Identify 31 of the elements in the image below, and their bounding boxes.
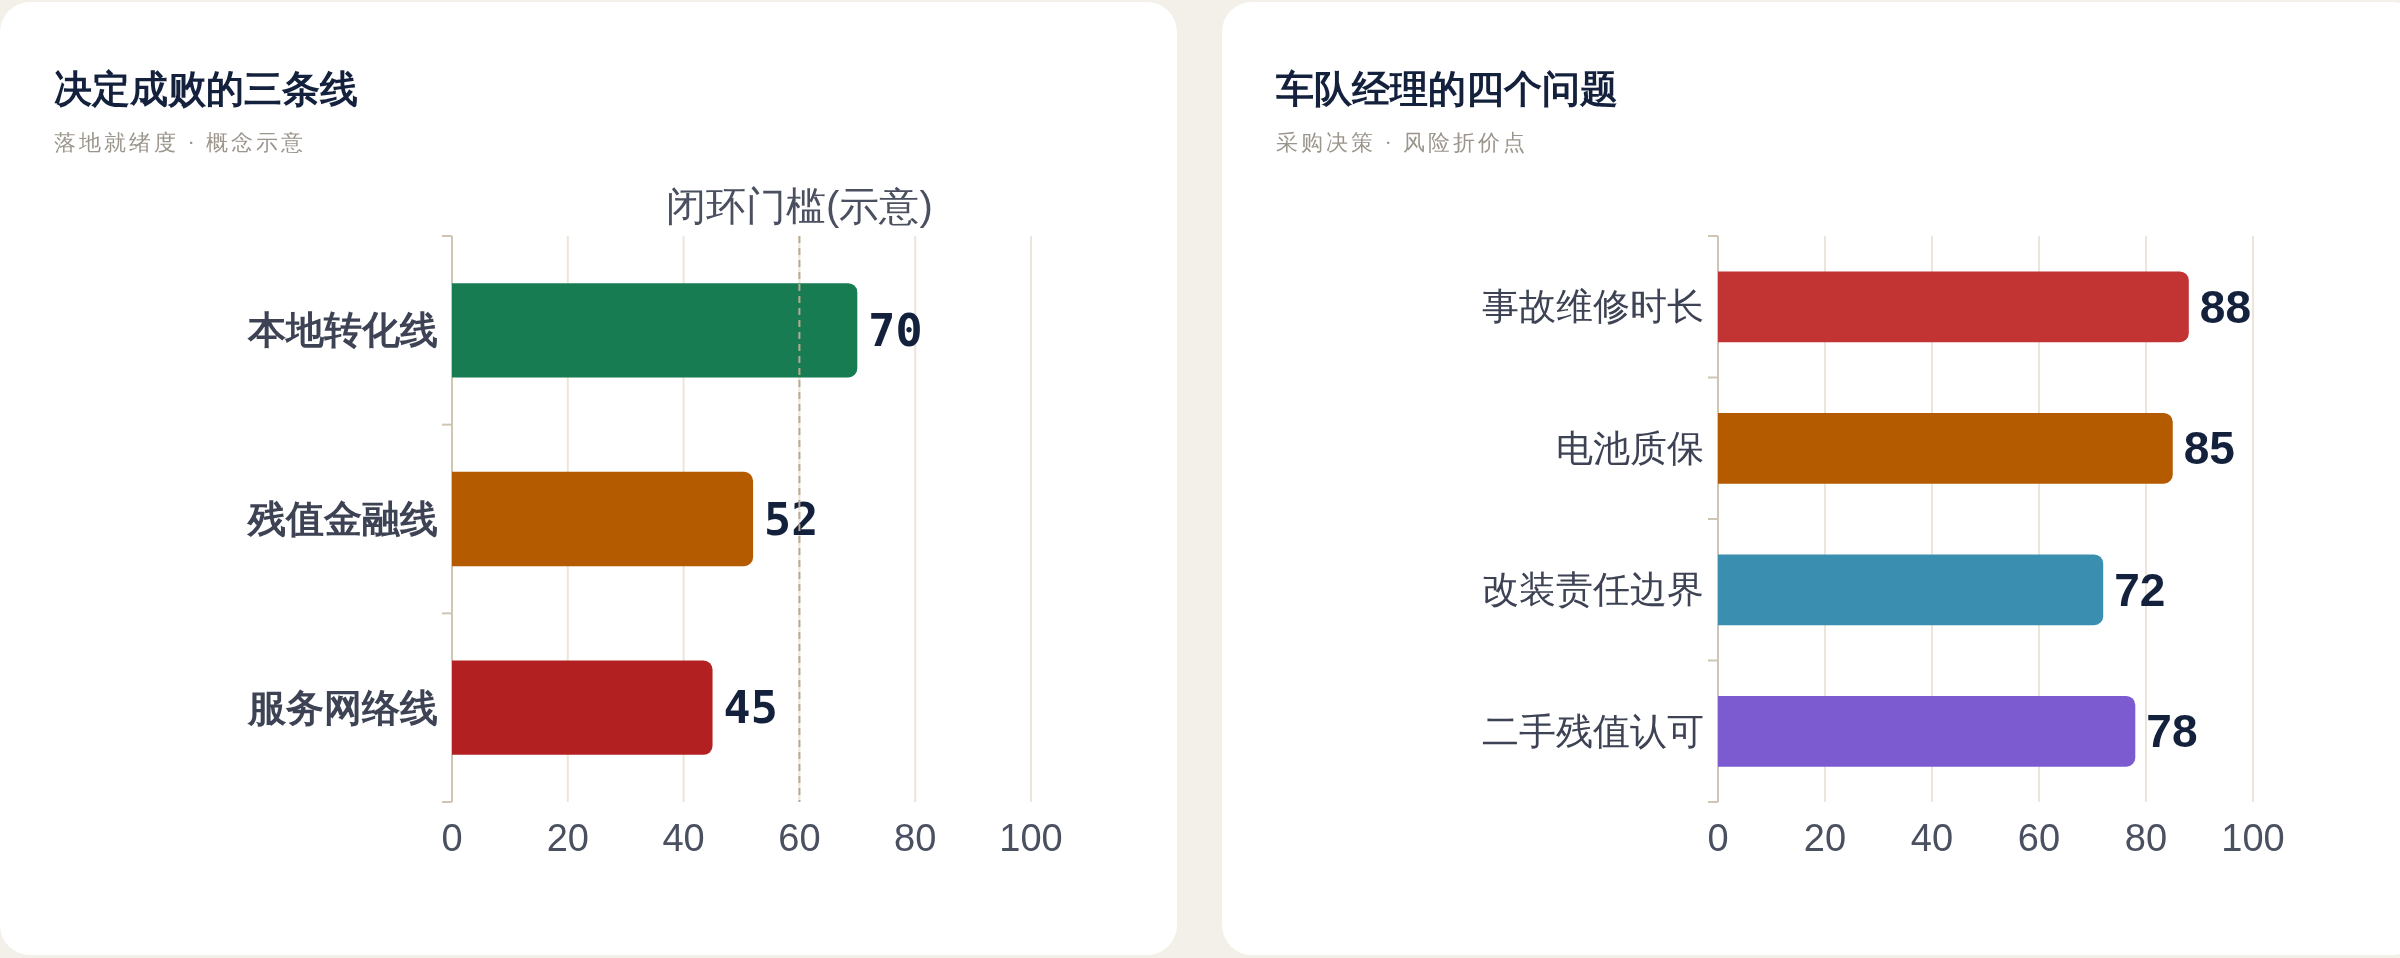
x-tick-label: 60 bbox=[778, 817, 821, 859]
x-tick-label: 40 bbox=[1910, 817, 1954, 859]
data-label: 52 bbox=[764, 492, 819, 546]
data-label: 70 bbox=[868, 303, 923, 357]
ref-line-label: 闭环门槛(示意) bbox=[666, 184, 933, 228]
text: 落地就绪度 · 概念示意 bbox=[54, 130, 307, 155]
x-tick-label: 80 bbox=[2124, 817, 2168, 859]
y-tick-label: 改装责任边界 bbox=[1482, 569, 1704, 611]
chart-title: 车队经理的四个问题 bbox=[1276, 68, 1618, 110]
y-tick-label: 服务网络线 bbox=[247, 686, 438, 729]
y-tick-label: 电池质保 bbox=[1556, 427, 1704, 469]
x-tick-label: 0 bbox=[441, 817, 463, 859]
x-tick-label: 100 bbox=[2221, 817, 2285, 859]
chart-title: 决定成败的三条线 bbox=[54, 68, 358, 110]
data-label: 72 bbox=[2114, 563, 2166, 616]
y-tick-label: 二手残值认可 bbox=[1482, 710, 1704, 752]
data-label: 85 bbox=[2183, 422, 2235, 475]
x-tick-label: 60 bbox=[2017, 817, 2061, 859]
y-tick-label: 事故维修时长 bbox=[1482, 286, 1704, 328]
y-tick-label: 残值金融线 bbox=[246, 498, 438, 540]
x-tick-label: 0 bbox=[1707, 817, 1729, 859]
text: 采购决策 · 风险折价点 bbox=[1276, 130, 1529, 155]
x-tick-label: 80 bbox=[894, 817, 937, 859]
x-tick-label: 20 bbox=[546, 817, 589, 859]
data-label: 88 bbox=[2199, 280, 2251, 333]
y-tick-label: 本地转化线 bbox=[247, 309, 438, 352]
x-tick-label: 20 bbox=[1803, 817, 1847, 859]
data-label: 45 bbox=[723, 681, 778, 735]
x-tick-label: 40 bbox=[662, 817, 705, 859]
data-label: 78 bbox=[2146, 705, 2198, 758]
x-tick-label: 100 bbox=[999, 817, 1063, 859]
